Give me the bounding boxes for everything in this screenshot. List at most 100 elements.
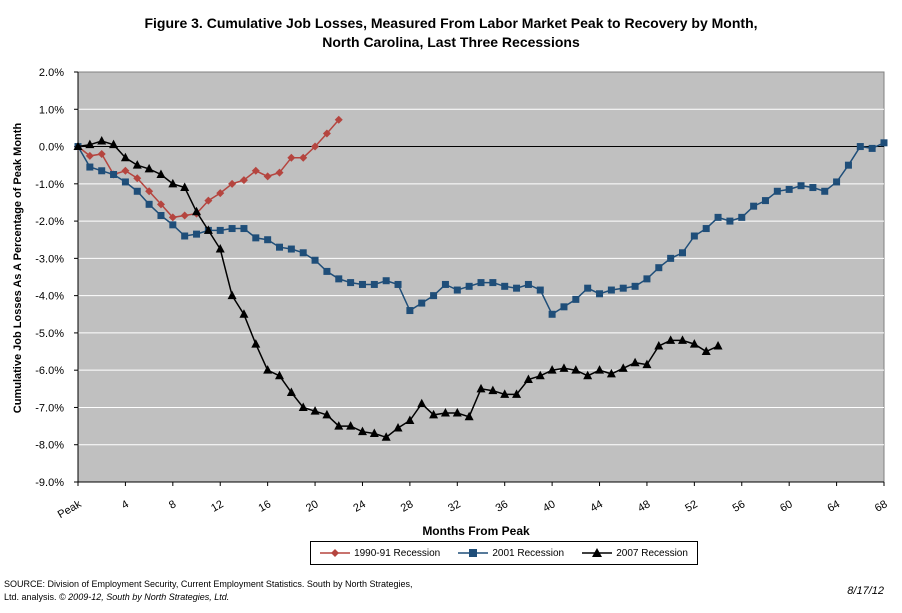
x-tick-label: 20 bbox=[304, 498, 321, 515]
data-point-2001 bbox=[311, 256, 319, 264]
data-point-2001 bbox=[631, 282, 639, 290]
data-point-2007 bbox=[630, 357, 640, 367]
data-point-2001 bbox=[157, 212, 165, 219]
y-axis-label: Cumulative Job Losses As A Percentage of… bbox=[12, 122, 24, 414]
data-point-2001 bbox=[690, 232, 698, 240]
data-point-2001 bbox=[441, 280, 449, 288]
data-point-1990-91 bbox=[216, 189, 225, 198]
legend-swatch-2001 bbox=[458, 549, 489, 557]
data-point-2007 bbox=[346, 421, 356, 430]
x-axis-label: Months From Peak bbox=[422, 524, 530, 538]
y-tick-label: -6.0% bbox=[35, 365, 64, 377]
data-point-2001 bbox=[406, 307, 414, 315]
data-point-1990-91 bbox=[180, 211, 189, 220]
data-point-2001 bbox=[797, 182, 805, 190]
data-point-2001 bbox=[98, 167, 106, 175]
data-point-2001 bbox=[844, 161, 852, 169]
data-point-2007 bbox=[512, 389, 522, 398]
data-point-2001 bbox=[216, 226, 224, 234]
source-note: SOURCE: Division of Employment Security,… bbox=[4, 578, 424, 604]
x-tick-label: 12 bbox=[209, 498, 226, 515]
data-point-2007 bbox=[701, 346, 711, 356]
y-tick-label: -3.0% bbox=[35, 253, 64, 265]
copyright-text: © 2009-12, South by North Strategies, Lt… bbox=[59, 592, 230, 602]
x-tick-label: Peak bbox=[56, 498, 84, 521]
data-point-1990-91 bbox=[287, 153, 296, 162]
x-tick-label: 60 bbox=[778, 498, 795, 515]
data-point-2001 bbox=[335, 275, 343, 283]
x-tick-label: 40 bbox=[541, 498, 558, 515]
data-point-1990-91 bbox=[168, 213, 177, 222]
data-point-2007 bbox=[464, 411, 474, 421]
data-point-2007 bbox=[132, 160, 142, 169]
x-tick-label: 36 bbox=[494, 498, 511, 515]
x-tick-label: 48 bbox=[636, 498, 653, 515]
data-point-2001 bbox=[548, 310, 556, 318]
data-point-2007 bbox=[120, 152, 130, 162]
data-point-2007 bbox=[666, 335, 676, 344]
data-point-1990-91 bbox=[251, 166, 260, 175]
data-point-2001 bbox=[524, 280, 532, 288]
data-point-2007 bbox=[85, 139, 95, 149]
data-point-2001 bbox=[679, 249, 686, 257]
data-point-2007 bbox=[440, 408, 450, 417]
y-tick-label: -5.0% bbox=[35, 328, 64, 340]
data-point-2001 bbox=[145, 200, 153, 208]
data-point-2007 bbox=[654, 340, 664, 350]
data-point-2001 bbox=[619, 284, 627, 292]
chart-title: Figure 3. Cumulative Job Losses, Measure… bbox=[0, 14, 902, 52]
data-point-2001 bbox=[856, 143, 864, 151]
data-point-2001 bbox=[880, 139, 888, 147]
x-tick-label: 16 bbox=[257, 498, 274, 515]
data-point-2001 bbox=[299, 249, 307, 257]
data-point-2007 bbox=[642, 359, 652, 369]
data-point-2007 bbox=[713, 340, 723, 350]
x-tick-label: 4 bbox=[120, 498, 131, 511]
x-tick-label: 28 bbox=[399, 498, 416, 515]
data-point-2007 bbox=[618, 363, 628, 372]
data-point-2007 bbox=[595, 365, 605, 374]
data-point-2007 bbox=[393, 422, 403, 432]
plot-area bbox=[77, 71, 885, 483]
data-point-2007 bbox=[547, 365, 557, 374]
data-point-2001 bbox=[726, 217, 734, 225]
data-point-2001 bbox=[821, 187, 829, 195]
data-point-1990-91 bbox=[311, 142, 320, 151]
data-point-2001 bbox=[264, 236, 272, 244]
data-point-2001 bbox=[607, 286, 615, 294]
y-tick-label: -2.0% bbox=[35, 216, 64, 228]
data-point-2001 bbox=[513, 284, 521, 292]
data-point-2001 bbox=[240, 225, 248, 233]
data-point-2007 bbox=[357, 426, 367, 436]
x-tick-label: 52 bbox=[683, 498, 700, 515]
data-point-2007 bbox=[535, 370, 545, 380]
data-point-1990-91 bbox=[204, 196, 213, 205]
data-point-2007 bbox=[263, 365, 273, 374]
data-point-2007 bbox=[156, 169, 166, 178]
data-point-1990-91 bbox=[97, 150, 106, 158]
data-point-2001 bbox=[809, 184, 817, 192]
data-point-2001 bbox=[358, 280, 366, 288]
data-point-2001 bbox=[584, 284, 592, 292]
legend-label-2001: 2001 Recession bbox=[492, 547, 565, 559]
data-point-2001 bbox=[785, 185, 793, 193]
data-point-2001 bbox=[465, 282, 473, 290]
data-point-2001 bbox=[761, 197, 769, 205]
data-point-1990-91 bbox=[239, 176, 248, 185]
x-tick-label: 24 bbox=[351, 498, 368, 515]
data-point-2001 bbox=[181, 232, 189, 240]
data-point-1990-91 bbox=[334, 115, 343, 124]
data-point-2001 bbox=[133, 187, 141, 195]
legend-label-1990-91: 1990-91 Recession bbox=[354, 547, 441, 559]
data-point-2007 bbox=[275, 370, 284, 380]
data-point-2007 bbox=[215, 244, 225, 253]
y-tick-label: 1.0% bbox=[39, 104, 64, 116]
data-point-1990-91 bbox=[133, 174, 142, 183]
data-point-2007 bbox=[583, 370, 593, 380]
y-tick-label: 0.0% bbox=[39, 142, 64, 154]
data-point-2001 bbox=[287, 245, 295, 253]
data-point-2001 bbox=[430, 292, 438, 300]
data-point-2001 bbox=[418, 299, 426, 307]
data-point-2007 bbox=[180, 182, 190, 192]
data-point-2001 bbox=[773, 187, 781, 195]
